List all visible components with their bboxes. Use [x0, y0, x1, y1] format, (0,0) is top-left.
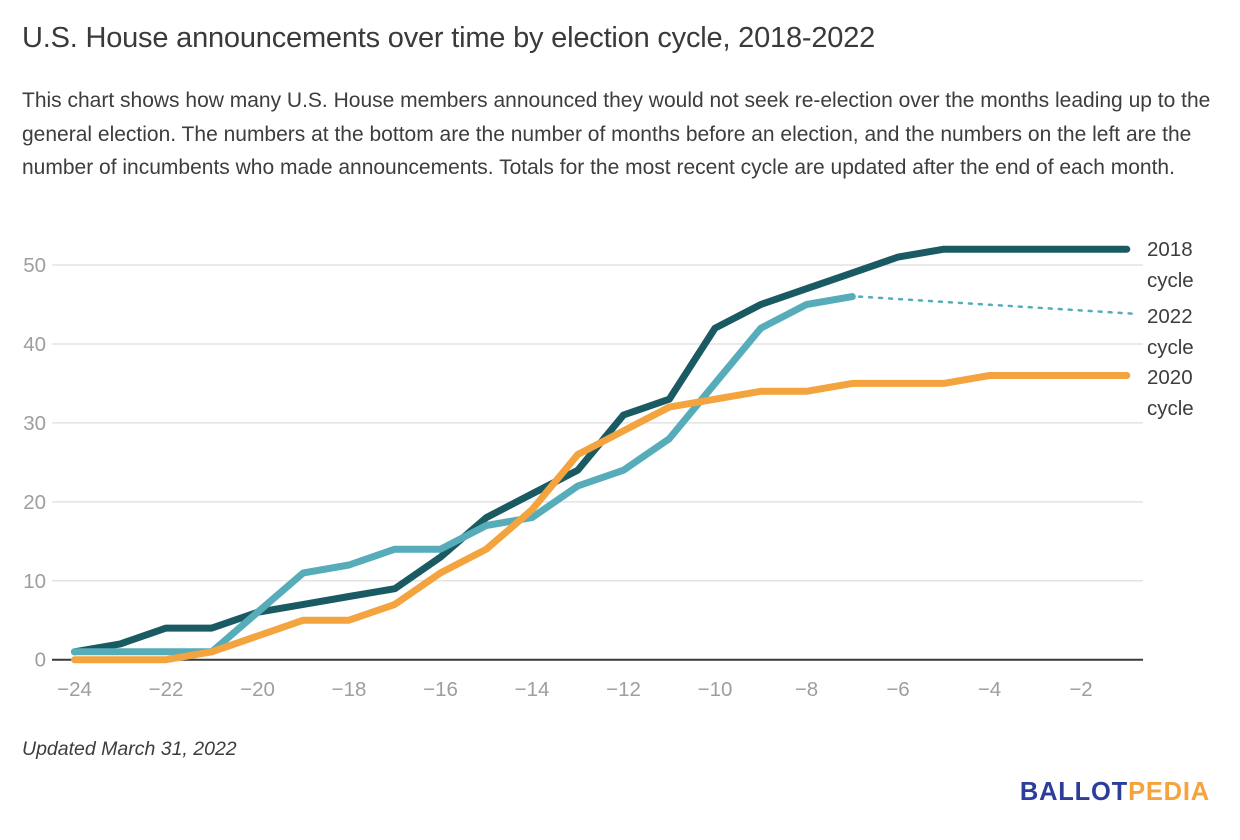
- updated-date: Updated March 31, 2022: [22, 738, 237, 760]
- legend-label-2020-cycle: 2020 cycle: [1147, 366, 1194, 421]
- y-tick-label-50: 50: [23, 254, 46, 277]
- y-tick-label-20: 20: [23, 491, 46, 514]
- x-tick-label--6: −6: [886, 678, 909, 701]
- series-line-2018-cycle: [71, 245, 1131, 656]
- series-line-2022-cycle: [71, 293, 856, 656]
- x-tick-label--2: −2: [1069, 678, 1092, 701]
- logo-part-ballot: BALLOT: [1019, 778, 1129, 806]
- x-tick-label--22: −22: [149, 678, 184, 701]
- x-tick-label--18: −18: [332, 678, 367, 701]
- y-tick-label-10: 10: [23, 570, 46, 593]
- chart-title: U.S. House announcements over time by el…: [22, 22, 876, 54]
- ballotpedia-logo: BALLOTPEDIA: [1020, 778, 1210, 807]
- x-tick-label--14: −14: [515, 678, 550, 701]
- x-tick-label--16: −16: [423, 678, 458, 701]
- y-tick-label-30: 30: [23, 412, 46, 435]
- x-tick-label--8: −8: [795, 678, 818, 701]
- y-tick-label-40: 40: [23, 333, 46, 356]
- y-tick-label-0: 0: [35, 649, 46, 672]
- chart-description: This chart shows how many U.S. House mem…: [22, 89, 1211, 179]
- legend-label-2022-cycle: 2022 cycle: [1147, 305, 1194, 360]
- leader-line-2022-cycle: [857, 295, 1139, 316]
- logo-part-pedia: PEDIA: [1128, 778, 1210, 806]
- legend-label-2018-cycle: 2018 cycle: [1147, 238, 1194, 293]
- x-tick-label--4: −4: [978, 678, 1001, 701]
- x-tick-label--12: −12: [606, 678, 641, 701]
- x-tick-label--10: −10: [698, 678, 733, 701]
- series-line-2020-cycle: [71, 372, 1131, 664]
- x-tick-label--20: −20: [240, 678, 275, 701]
- x-tick-label--24: −24: [57, 678, 92, 701]
